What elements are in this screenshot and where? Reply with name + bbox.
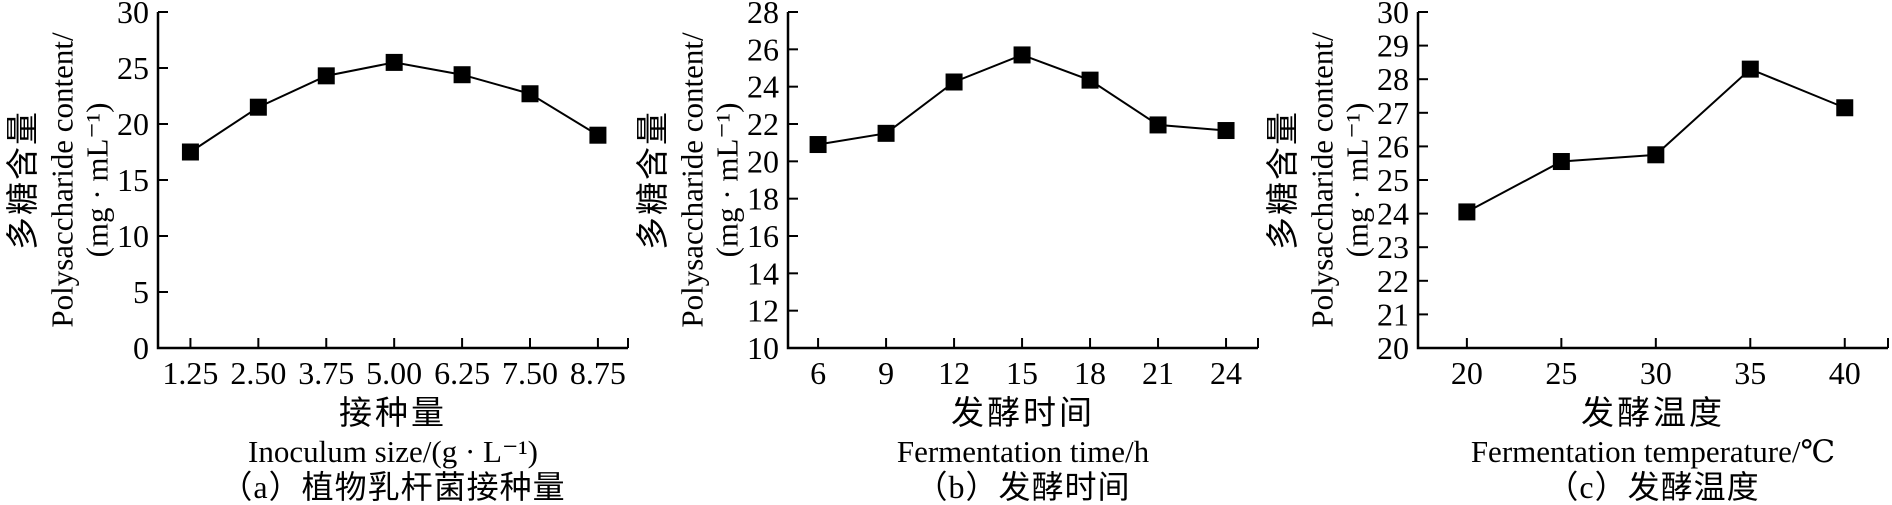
chart-panel-c: 多糖含量 Polysaccharide content/ (mg · mL⁻¹)… xyxy=(1260,0,1892,505)
y-tick-label: 30 xyxy=(117,0,149,30)
y-axis-unit: (mg · mL⁻¹) xyxy=(80,103,115,258)
data-point xyxy=(1013,46,1031,64)
x-tick-label: 18 xyxy=(1074,355,1106,391)
data-point xyxy=(1081,71,1099,89)
y-tick-label: 18 xyxy=(747,181,779,217)
y-tick-label: 10 xyxy=(747,330,779,366)
x-tick-label: 21 xyxy=(1142,355,1174,391)
x-tick-label: 7.50 xyxy=(502,355,558,391)
y-tick-label: 16 xyxy=(747,218,779,254)
x-axis-title-zh: 发酵时间 xyxy=(951,395,1095,432)
chart-svg-c: 多糖含量 Polysaccharide content/ (mg · mL⁻¹)… xyxy=(1265,0,1889,505)
x-tick-label: 6.25 xyxy=(434,355,490,391)
data-point xyxy=(1458,203,1476,221)
y-tick-label: 10 xyxy=(117,218,149,254)
y-tick-label: 27 xyxy=(1377,95,1409,131)
x-tick-label: 24 xyxy=(1210,355,1242,391)
y-tick-label: 30 xyxy=(1377,0,1409,30)
data-point xyxy=(1552,153,1570,171)
plot-area: 0 5 10 15 20 25 30 1.25 2.50 3.75 5.00 6.25 7.50 8.75 xyxy=(117,0,629,391)
x-tick-label: 25 xyxy=(1545,355,1577,391)
panel-caption: （c）发酵温度 xyxy=(1546,469,1759,505)
data-point xyxy=(1836,99,1854,117)
y-tick-label: 28 xyxy=(1377,61,1409,97)
y-tick-label: 24 xyxy=(747,69,779,105)
y-tick-label: 12 xyxy=(747,293,779,329)
y-tick-label: 26 xyxy=(1377,128,1409,164)
data-point xyxy=(249,98,267,116)
x-axis-title-en: Fermentation temperature/℃ xyxy=(1471,434,1835,469)
data-point xyxy=(877,124,895,142)
x-tick-label: 40 xyxy=(1829,355,1861,391)
chart-panel-b: 多糖含量 Polysaccharide content/ (mg · mL⁻¹)… xyxy=(630,0,1260,505)
x-tick-label: 8.75 xyxy=(570,355,626,391)
y-tick-label: 28 xyxy=(747,0,779,30)
y-tick-label: 20 xyxy=(747,143,779,179)
y-axis-title-en: Polysaccharide content/ xyxy=(675,32,710,328)
data-point xyxy=(809,136,827,154)
y-tick-label: 29 xyxy=(1377,28,1409,64)
panel-caption: （b）发酵时间 xyxy=(915,469,1130,505)
x-axis-title-en: Inoculum size/(g · L⁻¹) xyxy=(248,434,538,469)
chart-svg-b: 多糖含量 Polysaccharide content/ (mg · mL⁻¹)… xyxy=(635,0,1259,505)
x-tick-label: 12 xyxy=(938,355,970,391)
x-tick-label: 5.00 xyxy=(366,355,422,391)
data-point xyxy=(385,53,403,71)
y-tick-label: 14 xyxy=(747,255,779,291)
data-point xyxy=(181,143,199,161)
data-point xyxy=(589,126,607,144)
y-tick-label: 25 xyxy=(1377,162,1409,198)
y-tick-label: 23 xyxy=(1377,229,1409,265)
chart-panel-a: 多糖含量 Polysaccharide content/ (mg · mL⁻¹)… xyxy=(0,0,630,505)
x-tick-label: 3.75 xyxy=(298,355,354,391)
data-line xyxy=(1466,67,1846,213)
y-axis-title-zh: 多糖含量 xyxy=(635,110,672,250)
x-tick-label: 35 xyxy=(1734,355,1766,391)
y-axis-unit: (mg · mL⁻¹) xyxy=(710,103,745,258)
x-tick-label: 20 xyxy=(1451,355,1483,391)
y-axis-title-zh: 多糖含量 xyxy=(1265,110,1302,250)
x-tick-label: 9 xyxy=(878,355,894,391)
x-tick-label: 6 xyxy=(810,355,826,391)
data-point xyxy=(453,66,471,84)
x-axis-title-en: Fermentation time/h xyxy=(897,434,1150,469)
y-tick-label: 25 xyxy=(117,50,149,86)
x-tick-label: 30 xyxy=(1640,355,1672,391)
y-axis-unit: (mg · mL⁻¹) xyxy=(1340,103,1375,258)
y-axis-title-en: Polysaccharide content/ xyxy=(1305,32,1340,328)
panel-caption: （a）植物乳杆菌接种量 xyxy=(220,469,565,505)
x-axis-title-zh: 发酵温度 xyxy=(1581,395,1725,432)
y-tick-label: 15 xyxy=(117,162,149,198)
y-tick-label: 26 xyxy=(747,31,779,67)
y-tick-label: 22 xyxy=(747,106,779,142)
data-point xyxy=(1741,60,1759,78)
x-axis-title-zh: 接种量 xyxy=(339,395,447,432)
y-tick-label: 21 xyxy=(1377,296,1409,332)
y-tick-label: 0 xyxy=(133,330,149,366)
y-tick-label: 22 xyxy=(1377,263,1409,299)
data-point xyxy=(945,73,963,91)
data-point xyxy=(1217,122,1235,140)
y-tick-label: 5 xyxy=(133,274,149,310)
axes xyxy=(1416,12,1888,350)
data-point xyxy=(521,85,539,103)
x-tick-label: 15 xyxy=(1006,355,1038,391)
x-tick-label: 2.50 xyxy=(230,355,286,391)
y-axis-title-en: Polysaccharide content/ xyxy=(45,32,80,328)
data-point xyxy=(317,67,335,85)
y-tick-label: 20 xyxy=(1377,330,1409,366)
y-tick-label: 20 xyxy=(117,106,149,142)
chart-svg-a: 多糖含量 Polysaccharide content/ (mg · mL⁻¹)… xyxy=(5,0,629,505)
x-tick-label: 1.25 xyxy=(162,355,218,391)
y-tick-label: 24 xyxy=(1377,196,1409,232)
data-point xyxy=(1149,116,1167,134)
data-point xyxy=(1647,146,1665,164)
y-axis-title-zh: 多糖含量 xyxy=(5,110,42,250)
